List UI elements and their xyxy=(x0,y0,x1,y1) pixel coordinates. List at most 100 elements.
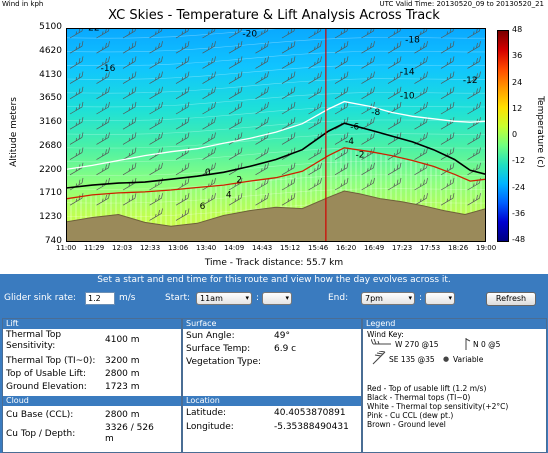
start-label: Start: xyxy=(165,293,191,303)
colorbar-tick-label: 24 xyxy=(512,77,523,87)
start-hour-select[interactable]: 11am ▾ xyxy=(196,292,252,305)
wind-barb xyxy=(149,71,163,84)
wind-units-note: Wind in kph xyxy=(2,0,44,8)
wind-barb xyxy=(149,162,163,176)
wind-barb xyxy=(228,71,243,84)
x-axis-label: Time - Track distance: 55.7 km xyxy=(204,258,344,268)
end-label: End: xyxy=(328,293,349,303)
x-tick-label: 16:49 xyxy=(364,244,385,252)
legend-pink-line: Pink - Cu CCL (dew pt.) xyxy=(367,411,454,420)
wind-barb xyxy=(414,147,428,160)
legend-black-line: Black - Thermal tops (TI~0) xyxy=(367,393,471,402)
wind-barb xyxy=(440,41,455,54)
wind-barb xyxy=(281,71,296,84)
thermal-sensitivity-line xyxy=(66,100,486,171)
wind-barb xyxy=(440,86,455,100)
colorbar-tick-label: 12 xyxy=(512,103,523,113)
thermal-top-line xyxy=(66,122,486,189)
legend-white-line: White - Thermal top sensitivity(+2°C) xyxy=(367,402,509,411)
wind-barb xyxy=(255,71,269,84)
wind-barb xyxy=(387,101,402,115)
thermal-top-value: 3200 m xyxy=(105,356,140,366)
end-minute-select[interactable]: ▾ xyxy=(425,292,455,305)
isotherm-label: -8 xyxy=(371,108,380,118)
chevron-down-icon: ▾ xyxy=(448,294,452,302)
wind-barb xyxy=(122,86,137,100)
wind-barb xyxy=(122,162,137,176)
wind-barb xyxy=(149,86,163,100)
wind-barb xyxy=(308,41,322,54)
wind-barb xyxy=(255,41,269,54)
isotherm-label: 6 xyxy=(200,202,206,212)
vegetation-type-label: Vegetation Type: xyxy=(186,357,262,367)
legend-heading: Legend xyxy=(363,319,546,329)
isotherm-line xyxy=(66,64,486,80)
wind-barb xyxy=(467,132,481,145)
latitude-value: 40.4053870891 xyxy=(274,408,346,418)
wind-barb xyxy=(96,56,110,69)
x-tick-label: 17:53 xyxy=(420,244,441,252)
wind-barb xyxy=(361,132,375,145)
isotherm-label: -18 xyxy=(405,36,420,46)
wind-barb xyxy=(361,56,375,69)
wind-barb xyxy=(281,147,296,160)
wind-barb xyxy=(228,56,243,69)
x-tick-label: 14:43 xyxy=(252,244,273,252)
wind-barb xyxy=(414,193,428,206)
wind-barb xyxy=(202,71,216,84)
x-tick-label: 15:46 xyxy=(308,244,329,252)
wind-variable-example: Variable xyxy=(453,355,484,364)
wind-barb xyxy=(175,177,190,191)
wind-barb xyxy=(228,41,243,54)
wind-barb-icon xyxy=(371,339,391,345)
wind-barb xyxy=(69,162,84,176)
refresh-button[interactable]: Refresh xyxy=(486,292,536,306)
wind-barb xyxy=(414,132,428,145)
wind-barb xyxy=(440,56,455,69)
wind-barb xyxy=(96,117,110,130)
wind-barb xyxy=(308,56,322,69)
surface-temp-value: 6.9 c xyxy=(274,344,297,354)
wind-barb xyxy=(387,132,402,145)
wind-barb xyxy=(69,117,84,130)
wind-key-label: Wind Key: xyxy=(367,330,404,339)
wind-barb xyxy=(255,86,269,100)
wind-barb xyxy=(361,117,375,130)
wind-barb xyxy=(440,71,455,84)
wind-barb xyxy=(308,101,322,115)
wind-barb xyxy=(228,86,243,100)
wind-southeast-example: SE 135 @35 xyxy=(389,355,435,364)
wind-barb xyxy=(467,41,481,54)
wind-barb xyxy=(414,101,428,115)
wind-barb xyxy=(255,117,269,130)
start-minute-select[interactable]: ▾ xyxy=(262,292,292,305)
isotherm-label: -10 xyxy=(400,92,415,102)
isotherm-label: -20 xyxy=(242,29,257,39)
wind-barb xyxy=(122,117,137,130)
wind-barb xyxy=(149,117,163,130)
wind-barb xyxy=(96,193,110,206)
wind-barb xyxy=(96,71,110,84)
lift-heading: Lift xyxy=(3,319,181,329)
wind-barb xyxy=(387,177,402,191)
isotherm-label: 0 xyxy=(205,168,211,178)
usable-lift-value: 2800 m xyxy=(105,369,140,379)
isotherm-label: -14 xyxy=(400,68,415,78)
wind-barb xyxy=(255,177,269,191)
wind-barb xyxy=(414,162,428,176)
x-tick-label: 18:26 xyxy=(448,244,469,252)
chevron-down-icon: ▾ xyxy=(245,294,249,302)
wind-barb xyxy=(255,162,269,176)
isotherm-label: -12 xyxy=(463,76,478,86)
cu-base-label: Cu Base (CCL): xyxy=(6,410,74,420)
end-hour-select[interactable]: 7pm ▾ xyxy=(361,292,415,305)
wind-barb xyxy=(96,177,110,191)
wind-barb xyxy=(281,193,296,206)
longitude-label: Longitude: xyxy=(186,422,234,432)
wind-barb xyxy=(228,177,243,191)
x-tick-label: 13:40 xyxy=(196,244,217,252)
wind-barb xyxy=(202,162,216,176)
temperature-colorbar xyxy=(497,30,509,242)
sink-rate-input[interactable] xyxy=(85,292,115,305)
cu-top-value: 3326 / 526 m xyxy=(105,423,154,444)
